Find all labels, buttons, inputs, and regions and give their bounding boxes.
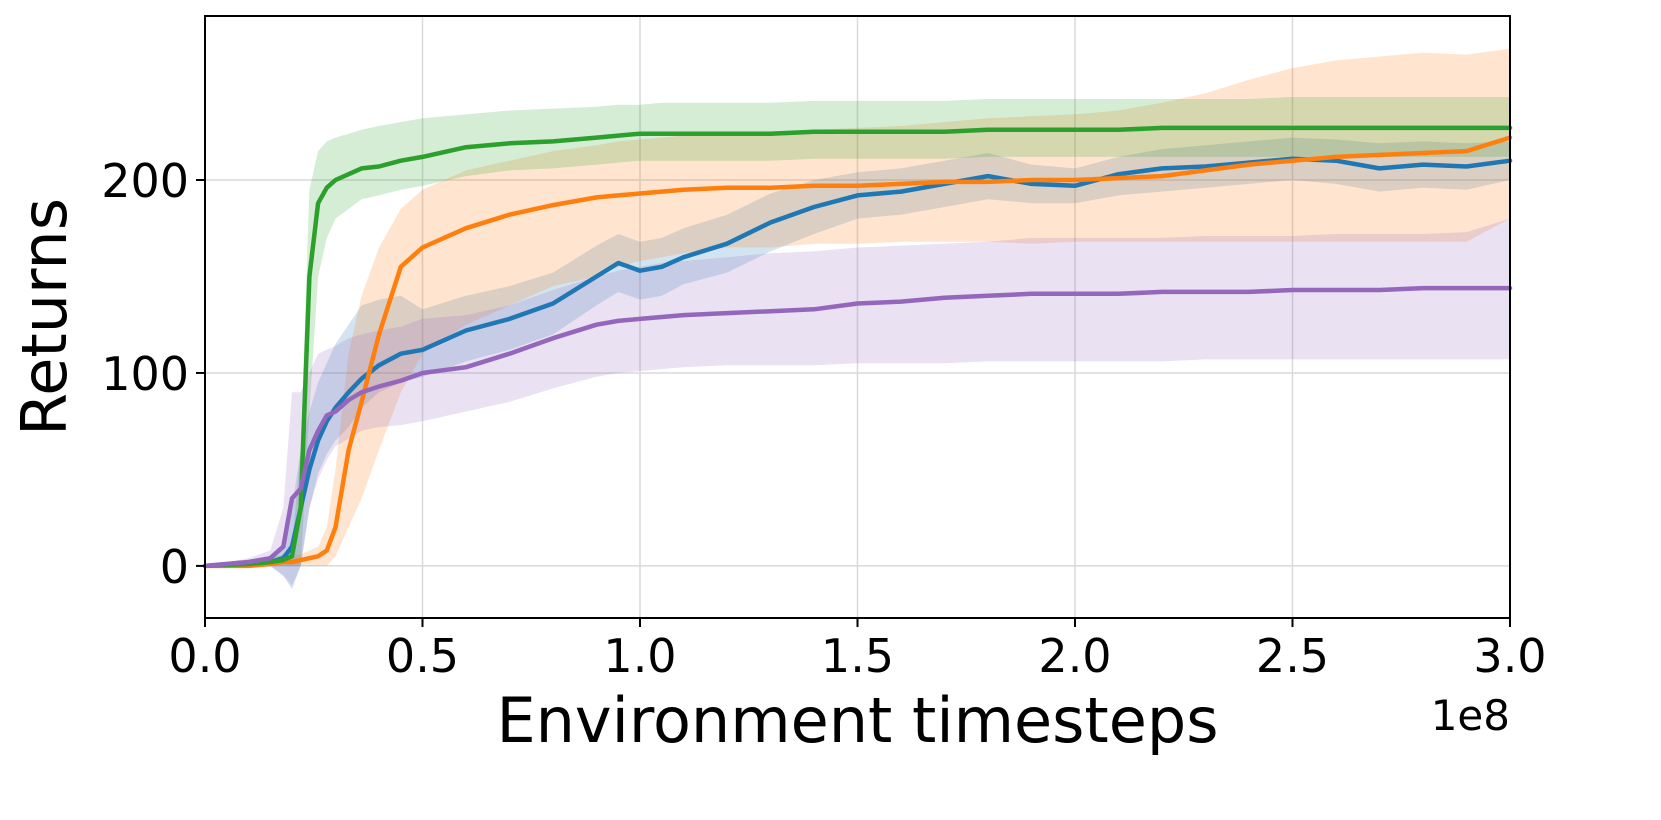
line-orange: [202, 135, 1513, 569]
axis-ticks: 0.0 0.5 1.0 1.5 2.0 2.5 3.0 0 100 200: [101, 154, 1546, 683]
line-purple: [202, 285, 1513, 569]
y-tick-label: 100: [101, 347, 189, 401]
band-green: [205, 97, 1510, 566]
x-tick-label: 3.0: [1473, 629, 1546, 683]
line-green: [202, 125, 1513, 569]
y-axis-title: Returns: [8, 198, 81, 436]
x-tick-label: 1.5: [821, 629, 894, 683]
line-blue: [202, 156, 1513, 569]
band-orange: [205, 48, 1510, 566]
band-blue: [205, 137, 1510, 590]
x-tick-label: 0.5: [386, 629, 459, 683]
x-axis-title: Environment timesteps: [496, 684, 1218, 757]
x-axis-offset-label: 1e8: [1431, 691, 1510, 740]
mean-lines: [202, 125, 1513, 569]
y-tick-label: 200: [101, 154, 189, 208]
x-tick-label: 0.0: [168, 629, 241, 683]
y-tick-label: 0: [160, 540, 189, 594]
x-tick-label: 1.0: [603, 629, 676, 683]
x-tick-label: 2.0: [1038, 629, 1111, 683]
x-tick-label: 2.5: [1256, 629, 1329, 683]
